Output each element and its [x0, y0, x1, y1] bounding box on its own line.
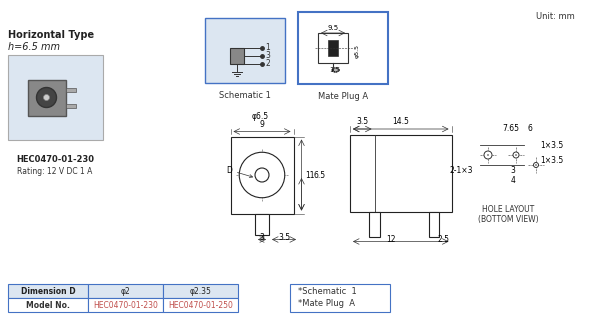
Text: Schematic 1: Schematic 1 [219, 91, 271, 100]
Text: 3: 3 [265, 51, 270, 60]
Text: *Schematic  1: *Schematic 1 [298, 288, 357, 296]
Bar [230, 136, 293, 213]
Text: HEC0470-01-230: HEC0470-01-230 [93, 300, 158, 309]
Text: D: D [226, 165, 253, 178]
Text: 6: 6 [528, 124, 533, 133]
Text: 9.5: 9.5 [328, 25, 338, 31]
Text: Rating: 12 V DC 1 A: Rating: 12 V DC 1 A [17, 167, 92, 176]
Text: Model No.: Model No. [26, 300, 70, 309]
Circle shape [533, 162, 539, 168]
Text: Dimension D: Dimension D [20, 287, 76, 295]
Text: 2.5: 2.5 [437, 235, 449, 244]
Text: 1.5: 1.5 [329, 67, 341, 73]
Circle shape [239, 152, 285, 198]
Bar [8, 298, 88, 312]
Circle shape [37, 88, 56, 108]
Text: HOLE LAYOUT
(BOTTOM VIEW): HOLE LAYOUT (BOTTOM VIEW) [478, 205, 538, 224]
Text: h=6.5 mm: h=6.5 mm [8, 42, 60, 52]
Bar [369, 212, 380, 236]
Text: 3: 3 [260, 233, 265, 242]
Bar [429, 212, 439, 236]
Text: 1: 1 [265, 43, 270, 52]
Bar [88, 284, 163, 298]
Bar [298, 12, 388, 84]
Bar [28, 79, 65, 116]
Bar [205, 18, 285, 83]
Circle shape [44, 95, 49, 101]
Text: 4: 4 [511, 176, 515, 185]
Bar [290, 284, 390, 312]
Text: HEC0470-01-230: HEC0470-01-230 [16, 155, 94, 164]
Text: 12: 12 [386, 235, 395, 244]
Text: φ2: φ2 [121, 287, 130, 295]
Text: 11: 11 [305, 171, 315, 180]
Text: HEC0470-01-250: HEC0470-01-250 [168, 300, 233, 309]
Text: 3.5: 3.5 [278, 233, 290, 242]
Text: Mate Plug A: Mate Plug A [318, 92, 368, 101]
Circle shape [515, 154, 517, 155]
Text: φ6.5: φ6.5 [251, 112, 269, 121]
Bar [255, 213, 269, 234]
Text: 1×3.5: 1×3.5 [540, 140, 563, 149]
Circle shape [487, 154, 488, 155]
Text: 2-1×3: 2-1×3 [449, 166, 473, 175]
Bar [163, 298, 238, 312]
Bar [328, 40, 338, 56]
Bar [8, 284, 88, 298]
Text: 9: 9 [260, 120, 265, 128]
Circle shape [255, 168, 269, 182]
Text: 7.65: 7.65 [502, 124, 519, 133]
Text: 3: 3 [511, 166, 515, 175]
Bar [65, 88, 76, 92]
Text: 6.5: 6.5 [314, 171, 326, 180]
Text: φ5.5: φ5.5 [355, 44, 360, 58]
Circle shape [484, 151, 492, 159]
Circle shape [513, 152, 519, 158]
Bar [318, 33, 348, 63]
Bar [163, 284, 238, 298]
Text: φ2.35: φ2.35 [190, 287, 211, 295]
Bar [350, 135, 452, 212]
Bar [65, 104, 76, 108]
Text: 2: 2 [265, 59, 270, 68]
Bar [8, 55, 103, 140]
Text: Unit: mm: Unit: mm [536, 12, 575, 21]
Text: 1×3.5: 1×3.5 [540, 155, 563, 164]
Text: Horizontal Type: Horizontal Type [8, 30, 94, 40]
Text: *Mate Plug  A: *Mate Plug A [298, 299, 355, 308]
Text: 3.5: 3.5 [356, 117, 368, 126]
Bar [88, 298, 163, 312]
Bar [230, 47, 244, 63]
Text: 14.5: 14.5 [392, 117, 409, 126]
